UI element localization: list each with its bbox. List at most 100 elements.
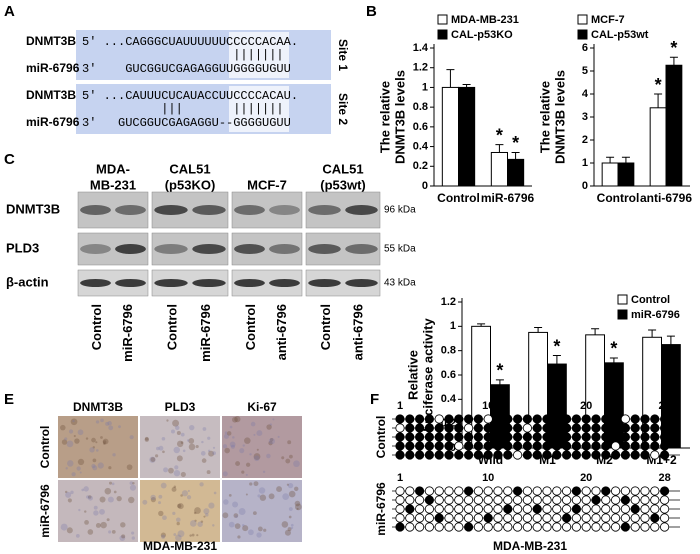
error-bar	[446, 69, 455, 88]
ihc-texture	[288, 507, 293, 511]
ihc-texture	[81, 488, 84, 492]
cpg-site	[405, 441, 415, 451]
cpg-site	[395, 441, 405, 451]
cpg-site	[503, 432, 513, 442]
cpg-site	[542, 450, 552, 460]
cpg-site	[640, 513, 650, 523]
cpg-site	[522, 522, 533, 532]
ihc-texture	[272, 418, 275, 421]
mirna-seq: 3' GUCGGUCGAGAGGUUGGGGUGUU	[82, 62, 291, 76]
blot-band	[234, 279, 265, 287]
ihc-texture	[256, 532, 262, 538]
cpg-site	[561, 432, 572, 442]
cpg-site	[571, 522, 582, 532]
ihc-texture	[233, 513, 239, 518]
legend-label: CAL-p53wt	[591, 29, 649, 41]
ihc-texture	[166, 419, 169, 422]
ihc-texture	[77, 458, 85, 466]
ihc-texture	[131, 536, 135, 540]
cpg-site	[630, 522, 640, 532]
cpg-site	[483, 504, 493, 514]
y-axis-label: Luciferase activity	[420, 318, 435, 432]
bar	[507, 158, 525, 187]
ihc-texture	[286, 483, 289, 486]
legend-swatch	[617, 294, 628, 305]
ihc-texture	[200, 520, 204, 524]
cpg-site	[405, 495, 415, 505]
ihc-texture	[79, 471, 82, 474]
ihc-texture	[158, 445, 164, 451]
cpg-site	[473, 495, 483, 505]
bar	[458, 86, 476, 187]
cpg-site	[659, 504, 670, 514]
cpg-site	[493, 486, 503, 496]
y-tick-label: 1	[450, 320, 456, 332]
lane-label: anti-6796	[274, 304, 289, 360]
y-tick-label: 0.4	[441, 393, 457, 405]
cpg-site	[552, 522, 562, 532]
size-label: 96 kDa	[384, 205, 416, 216]
ihc-texture	[158, 501, 162, 505]
ihc-texture	[129, 481, 134, 485]
ihc-texture	[109, 481, 113, 485]
y-axis-label: Relative	[405, 350, 420, 400]
cpg-site	[424, 504, 434, 514]
cpg-site	[414, 432, 425, 442]
cpg-site	[650, 495, 660, 505]
ihc-texture	[176, 521, 180, 526]
ihc-texture	[186, 439, 190, 442]
y-tick-label: 1.4	[413, 42, 429, 54]
cpg-site	[532, 441, 542, 451]
cpg-site	[591, 486, 601, 496]
position-label: 10	[482, 472, 494, 484]
panel-label: B	[366, 3, 377, 20]
ihc-texture	[65, 491, 72, 498]
ihc-texture	[296, 507, 299, 510]
ihc-texture	[290, 526, 294, 530]
ihc-texture	[180, 471, 186, 478]
ihc-texture	[95, 441, 98, 444]
cpg-site	[444, 513, 454, 523]
cpg-site	[532, 486, 542, 496]
cpg-site	[581, 486, 591, 496]
cpg-site	[571, 495, 582, 505]
cpg-site	[454, 504, 464, 514]
cpg-site	[640, 486, 650, 496]
lane-label: Control	[89, 304, 104, 350]
ihc-texture	[189, 534, 192, 537]
significance-marker: *	[496, 361, 503, 381]
cpg-site	[483, 432, 493, 442]
cpg-site	[591, 423, 601, 433]
ihc-texture	[241, 470, 245, 474]
protein-label: β-actin	[6, 274, 49, 289]
cpg-site	[463, 432, 474, 442]
cpg-site	[581, 450, 591, 460]
cpg-site	[640, 504, 650, 514]
ihc-image	[140, 416, 220, 478]
ihc-texture	[176, 431, 181, 436]
cpg-site	[424, 441, 434, 451]
cpg-site	[591, 414, 601, 424]
cpg-site	[483, 441, 493, 451]
ihc-texture	[75, 534, 80, 538]
ihc-texture	[103, 442, 106, 445]
ihc-texture	[242, 444, 245, 447]
ihc-texture	[60, 424, 66, 431]
cpg-site	[650, 441, 660, 451]
x-tick-label: Control	[597, 191, 640, 205]
cpg-site	[454, 432, 464, 442]
ihc-texture	[163, 467, 169, 473]
ihc-texture	[74, 438, 80, 444]
error-bar	[591, 328, 600, 335]
protein-label: PLD3	[6, 240, 39, 255]
ihc-texture	[266, 453, 271, 459]
cpg-site	[434, 441, 444, 451]
ihc-texture	[248, 529, 254, 536]
cpg-site	[512, 432, 523, 442]
cpg-site	[659, 423, 670, 433]
ihc-texture	[120, 522, 126, 528]
site-label: Site 2	[336, 93, 350, 125]
ihc-texture	[93, 505, 98, 510]
cpg-site	[454, 441, 464, 451]
position-label: 1	[397, 472, 403, 484]
